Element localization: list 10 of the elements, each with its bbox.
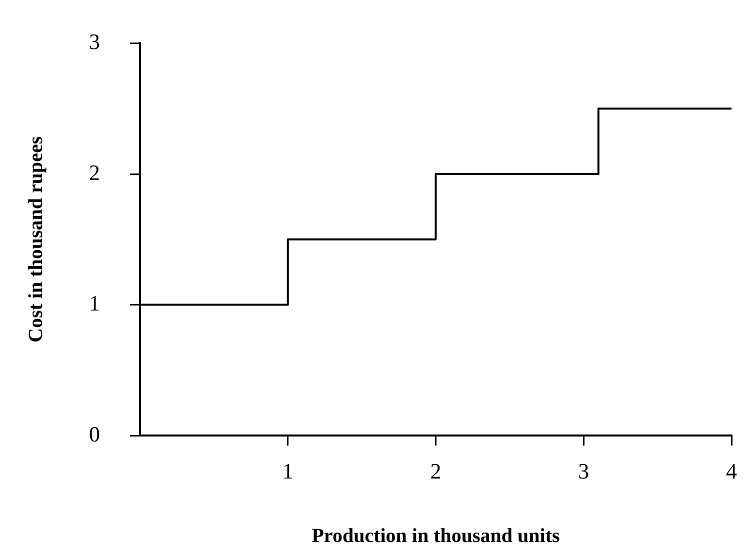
y-axis-title: Cost in thousand rupees [25,136,48,342]
y-tick-label: 1 [89,290,100,316]
x-tick-label: 3 [578,458,590,484]
x-tick-label: 2 [430,458,442,484]
y-tick-label: 3 [89,28,100,54]
x-tick-label: 4 [726,458,737,484]
y-tick-label: 0 [89,421,100,446]
x-axis-title: Production in thousand units [312,525,560,548]
y-tick-label: 2 [89,160,100,185]
x-tick-label: 1 [282,458,294,484]
